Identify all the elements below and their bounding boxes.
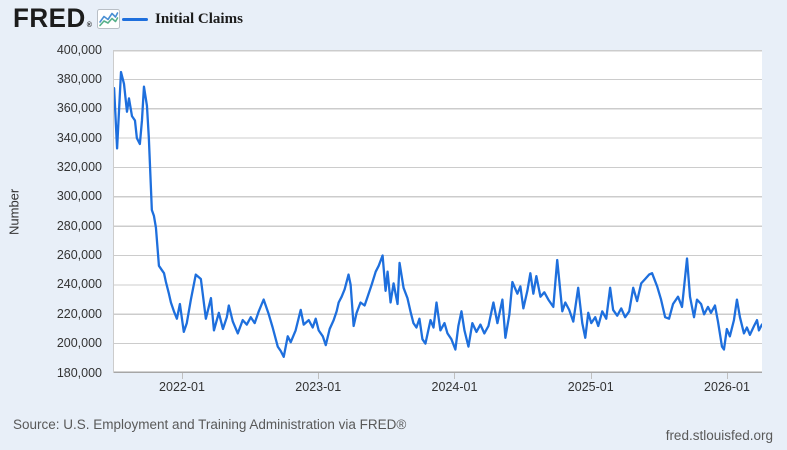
x-tick-mark [454,373,456,379]
x-tick-label: 2025-01 [567,380,614,394]
fred-logo-link[interactable]: FRED ® [13,2,120,34]
fred-logo-text: FRED [13,2,86,34]
x-tick-label: 2024-01 [431,380,478,394]
y-tick-label: 180,000 [56,365,102,380]
y-tick-label: 200,000 [56,336,102,351]
y-tick-label: 300,000 [56,189,102,204]
y-tick-label: 400,000 [56,42,102,57]
x-tick-label: 2022-01 [159,380,205,394]
fred-site-link[interactable]: fred.stlouisfed.org [665,428,773,443]
y-tick-label: 340,000 [56,130,102,145]
y-tick-label: 360,000 [56,101,102,116]
x-tick-mark [181,373,183,379]
x-tick-label: 2026-01 [704,380,750,394]
y-tick-label: 220,000 [56,306,102,321]
y-tick-label: 380,000 [56,71,102,86]
plot-area[interactable] [113,50,762,373]
y-tick-label: 280,000 [56,218,102,233]
legend-label: Initial Claims [155,11,243,27]
y-axis-tick-labels: 400,000 380,000 360,000 340,000 320,000 300,0… [0,43,107,380]
legend-item-initial-claims[interactable]: Initial Claims [122,11,243,28]
series-line-initial-claims [114,70,762,358]
legend-swatch [122,18,148,21]
y-tick-label: 240,000 [56,277,102,292]
registered-mark: ® [86,22,92,29]
x-tick-mark [318,373,320,379]
x-axis-tick-labels: 2022-01 2023-01 2024-01 2025-01 2026-01 [113,373,762,399]
y-tick-label: 260,000 [56,248,102,263]
sparkline-icon [96,9,120,29]
x-tick-label: 2023-01 [295,380,342,394]
x-tick-mark [590,373,592,379]
initial-claims-chart [114,50,762,373]
y-tick-label: 320,000 [56,159,102,174]
x-tick-mark [726,373,728,379]
source-note: Source: U.S. Employment and Training Adm… [13,417,407,432]
chart-header: FRED ® Initial Claims [0,0,787,40]
